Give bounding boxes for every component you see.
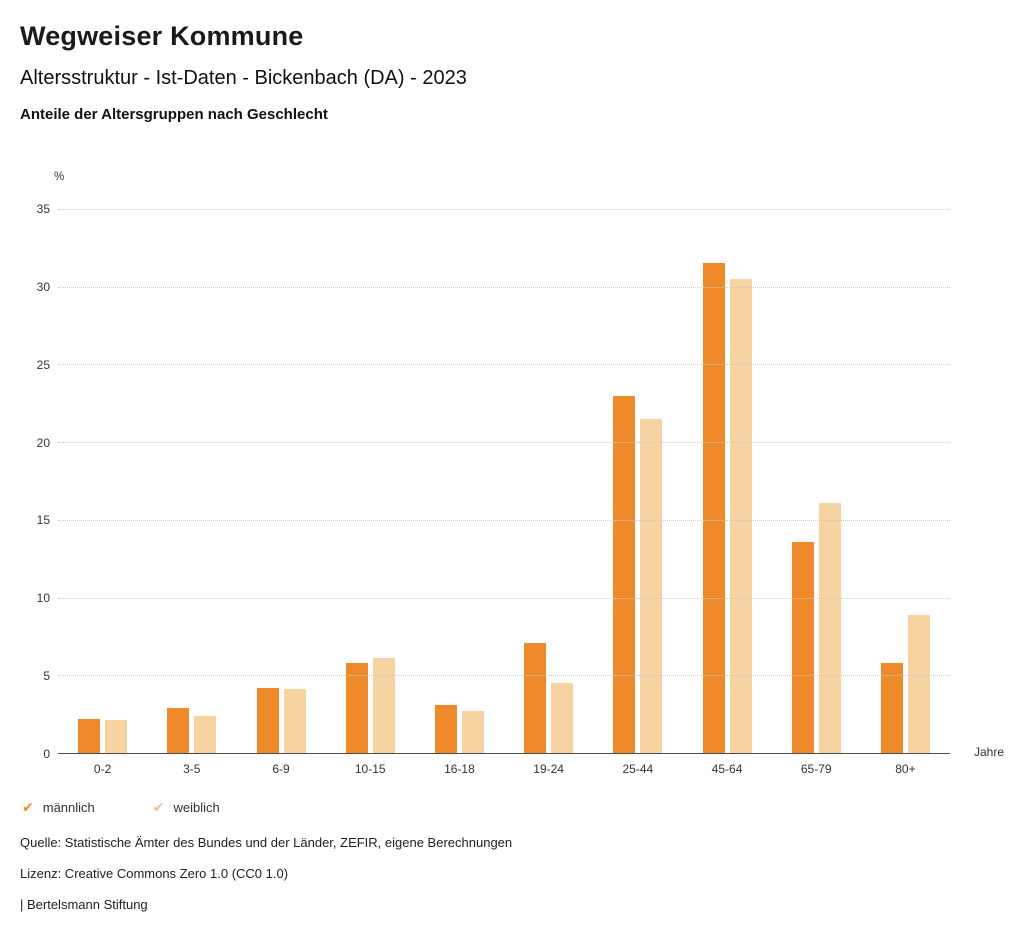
x-tick-label-16-18: 16-18 bbox=[444, 762, 475, 776]
x-tick-label-6-9: 6-9 bbox=[272, 762, 290, 776]
y-tick-label-0: 0 bbox=[43, 747, 50, 761]
check-icon: ✔ bbox=[152, 799, 165, 815]
attribution-note: | Bertelsmann Stiftung bbox=[20, 897, 148, 912]
bar-chart: % 0 5 10 15 20 25 30 35 0-2 3-5 6-9 10-15 16-18 19-2… bbox=[20, 149, 1004, 789]
gridline-5 bbox=[58, 675, 950, 677]
gridline-30 bbox=[58, 286, 950, 288]
x-tick-label-45-64: 45-64 bbox=[711, 762, 743, 776]
bar-group-80+ bbox=[861, 209, 950, 753]
bar-group-65-79 bbox=[772, 209, 861, 753]
y-tick-label-30: 30 bbox=[36, 279, 50, 294]
bar-männlich-0-2[interactable] bbox=[78, 718, 101, 753]
y-tick-label-20: 20 bbox=[36, 435, 50, 450]
y-tick-label-10: 10 bbox=[36, 591, 50, 606]
x-axis-labels: 0-2 3-5 6-9 10-15 16-18 19-24 25-44 45-64 65-79 8… bbox=[58, 762, 950, 776]
gridline-35 bbox=[58, 209, 950, 210]
bar-groups bbox=[58, 209, 950, 753]
x-tick-label-25-44: 25-44 bbox=[622, 762, 654, 776]
bar-group-0-2 bbox=[58, 209, 147, 753]
bar-weiblich-45-64[interactable] bbox=[729, 278, 752, 753]
bar-group-25-44 bbox=[593, 209, 682, 753]
chart-subsubtitle: Anteile der Altersgruppen nach Geschlech… bbox=[20, 106, 328, 123]
x-tick-label-19-24: 19-24 bbox=[533, 762, 564, 776]
bar-weiblich-0-2[interactable] bbox=[105, 720, 128, 753]
bar-männlich-10-15[interactable] bbox=[345, 662, 368, 753]
footer: Quelle: Statistische Ämter des Bundes un… bbox=[20, 835, 1004, 913]
plot-area: 0-2 3-5 6-9 10-15 16-18 19-24 25-44 45-64 65-79 8… bbox=[58, 209, 950, 776]
bar-weiblich-6-9[interactable] bbox=[283, 689, 306, 753]
bar-männlich-6-9[interactable] bbox=[256, 687, 279, 753]
y-tick-label-35: 35 bbox=[36, 202, 50, 216]
bar-männlich-80+[interactable] bbox=[880, 662, 903, 753]
gridline-15 bbox=[58, 519, 950, 521]
legend-item-männlich[interactable]: ✔ männlich bbox=[22, 799, 95, 815]
bar-group-3-5 bbox=[147, 209, 236, 753]
x-axis-unit-label: Jahre bbox=[973, 745, 1004, 759]
bar-männlich-25-44[interactable] bbox=[613, 395, 636, 753]
legend-label: weiblich bbox=[173, 799, 220, 815]
x-tick-label-10-15: 10-15 bbox=[354, 762, 386, 776]
bar-weiblich-10-15[interactable] bbox=[372, 658, 395, 753]
bar-group-19-24 bbox=[504, 209, 593, 753]
bar-männlich-65-79[interactable] bbox=[791, 541, 814, 753]
y-tick-label-25: 25 bbox=[36, 357, 50, 372]
legend: ✔ männlich ✔ weiblich bbox=[20, 799, 1004, 815]
bar-männlich-16-18[interactable] bbox=[434, 704, 457, 753]
bar-weiblich-80+[interactable] bbox=[907, 614, 930, 753]
bar-männlich-3-5[interactable] bbox=[167, 707, 190, 753]
legend-item-weiblich[interactable]: ✔ weiblich bbox=[153, 799, 220, 815]
bar-group-10-15 bbox=[326, 209, 415, 753]
bar-weiblich-65-79[interactable] bbox=[818, 502, 841, 753]
x-tick-label-3-5: 3-5 bbox=[183, 762, 201, 776]
license-note: Lizenz: Creative Commons Zero 1.0 (CC0 1… bbox=[20, 866, 289, 881]
bar-weiblich-25-44[interactable] bbox=[640, 418, 663, 753]
page-title: Wegweiser Kommune bbox=[20, 21, 304, 51]
gridline-10 bbox=[58, 597, 950, 599]
bar-group-6-9 bbox=[236, 209, 325, 753]
check-icon: ✔ bbox=[22, 799, 34, 815]
chart-subtitle: Altersstruktur - Ist-Daten - Bickenbach … bbox=[20, 67, 467, 89]
y-tick-label-15: 15 bbox=[36, 513, 50, 528]
y-axis-unit-label: % bbox=[54, 171, 65, 183]
source-note: Quelle: Statistische Ämter des Bundes un… bbox=[20, 835, 513, 850]
bar-group-45-64 bbox=[682, 209, 771, 753]
bar-weiblich-16-18[interactable] bbox=[461, 711, 484, 753]
gridline-20 bbox=[58, 442, 950, 444]
bar-männlich-45-64[interactable] bbox=[702, 263, 725, 753]
x-tick-label-0-2: 0-2 bbox=[93, 762, 112, 776]
x-tick-label-80+: 80+ bbox=[895, 762, 916, 776]
y-tick-label-5: 5 bbox=[43, 669, 50, 684]
x-tick-label-65-79: 65-79 bbox=[800, 762, 832, 776]
bar-group-16-18 bbox=[415, 209, 504, 753]
y-axis: 0 5 10 15 20 25 30 35 bbox=[20, 202, 50, 761]
bar-weiblich-3-5[interactable] bbox=[194, 715, 217, 753]
legend-label: männlich bbox=[42, 799, 95, 815]
bar-männlich-19-24[interactable] bbox=[524, 642, 547, 753]
gridline-25 bbox=[58, 364, 950, 366]
bar-weiblich-19-24[interactable] bbox=[551, 683, 574, 753]
